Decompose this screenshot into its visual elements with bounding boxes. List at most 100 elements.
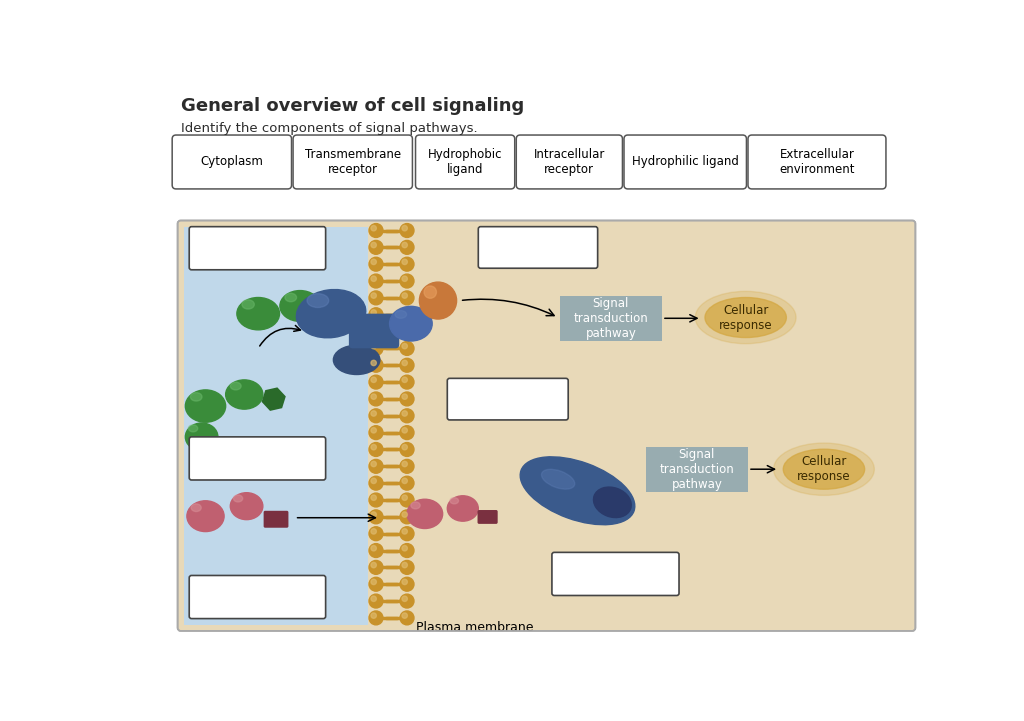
Circle shape [371,226,377,231]
Ellipse shape [705,298,786,337]
Circle shape [371,394,377,399]
Ellipse shape [285,293,297,301]
Ellipse shape [230,382,241,390]
Circle shape [369,510,383,523]
Circle shape [400,392,414,406]
Circle shape [371,461,377,466]
FancyBboxPatch shape [624,135,746,189]
FancyArrowPatch shape [463,299,554,316]
Circle shape [369,611,383,625]
Text: Hydrophilic ligand: Hydrophilic ligand [632,156,738,169]
Circle shape [400,443,414,456]
Ellipse shape [542,469,574,489]
Circle shape [400,291,414,305]
Circle shape [369,544,383,557]
Circle shape [400,224,414,237]
FancyBboxPatch shape [172,135,292,189]
Circle shape [371,546,377,551]
Circle shape [371,327,377,332]
Circle shape [371,579,377,585]
Circle shape [400,493,414,507]
Circle shape [369,308,383,322]
Circle shape [371,613,377,619]
Circle shape [400,560,414,575]
Circle shape [400,274,414,288]
Ellipse shape [185,390,225,423]
FancyBboxPatch shape [416,135,515,189]
FancyBboxPatch shape [189,575,326,619]
Circle shape [371,343,377,349]
Circle shape [402,461,408,466]
Circle shape [402,444,408,450]
Text: Cellular
response: Cellular response [797,455,851,483]
Ellipse shape [773,443,874,495]
FancyBboxPatch shape [189,437,326,480]
Ellipse shape [520,457,635,525]
FancyBboxPatch shape [478,226,598,268]
Ellipse shape [230,492,263,520]
Circle shape [400,611,414,625]
Circle shape [369,240,383,255]
Circle shape [400,240,414,255]
Circle shape [369,257,383,271]
Circle shape [402,293,408,298]
FancyBboxPatch shape [293,135,413,189]
FancyBboxPatch shape [447,379,568,420]
FancyBboxPatch shape [477,510,498,524]
Ellipse shape [237,298,280,329]
Circle shape [371,512,377,517]
Ellipse shape [233,495,243,502]
Circle shape [402,377,408,382]
Circle shape [369,291,383,305]
Ellipse shape [594,487,631,518]
Text: Signal
transduction
pathway: Signal transduction pathway [573,297,648,340]
Circle shape [400,594,414,608]
Circle shape [371,596,377,601]
Circle shape [371,259,377,265]
Text: Cytoplasm: Cytoplasm [201,156,263,169]
Circle shape [371,360,377,366]
FancyBboxPatch shape [560,296,662,340]
Circle shape [402,259,408,265]
Circle shape [402,495,408,500]
Text: Transmembrane
receptor: Transmembrane receptor [305,148,400,176]
Circle shape [369,594,383,608]
Circle shape [400,409,414,423]
Circle shape [371,478,377,484]
Circle shape [400,510,414,523]
Ellipse shape [407,499,442,528]
Ellipse shape [450,497,459,504]
Ellipse shape [783,449,864,490]
Ellipse shape [395,311,407,318]
FancyBboxPatch shape [177,221,915,631]
Circle shape [369,493,383,507]
Circle shape [369,224,383,237]
FancyArrowPatch shape [260,325,300,346]
Circle shape [369,527,383,541]
Circle shape [400,308,414,322]
Circle shape [371,276,377,281]
Circle shape [402,411,408,416]
Ellipse shape [389,306,432,341]
Circle shape [402,562,408,567]
Text: Identify the components of signal pathways.: Identify the components of signal pathwa… [180,122,477,135]
Circle shape [371,528,377,534]
Circle shape [400,477,414,490]
Ellipse shape [242,300,254,309]
Polygon shape [328,304,341,322]
Circle shape [402,478,408,484]
Circle shape [402,276,408,281]
Circle shape [402,310,408,315]
Circle shape [402,394,408,399]
FancyBboxPatch shape [552,552,679,596]
Circle shape [400,257,414,271]
Text: Signal
transduction
pathway: Signal transduction pathway [659,448,734,491]
Ellipse shape [187,501,224,531]
Circle shape [371,242,377,248]
Circle shape [369,578,383,591]
Ellipse shape [280,291,321,322]
Ellipse shape [307,293,329,308]
Circle shape [369,324,383,338]
Text: General overview of cell signaling: General overview of cell signaling [180,97,524,115]
Ellipse shape [695,291,796,344]
